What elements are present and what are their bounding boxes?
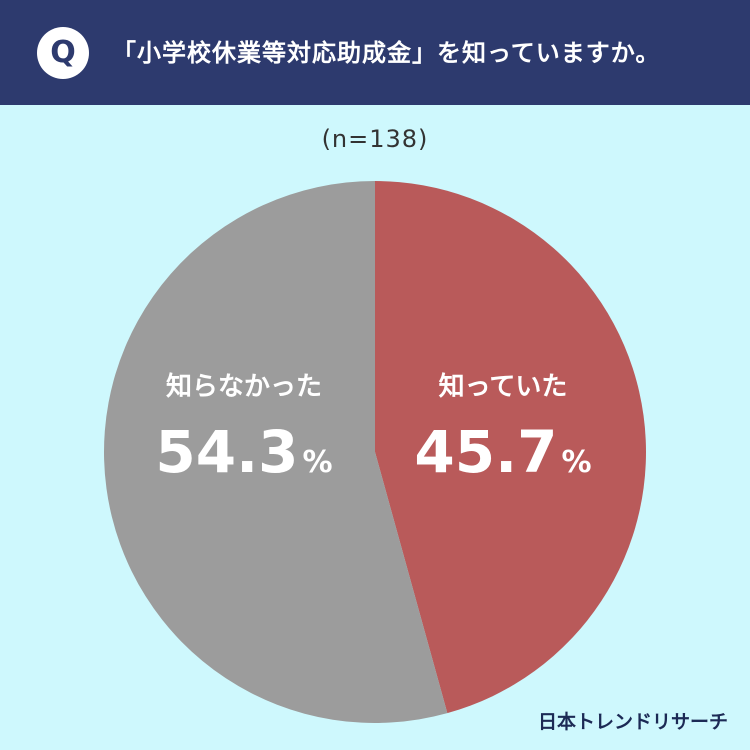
pie-slice-known bbox=[375, 181, 646, 714]
question-header: Q 「小学校休業等対応助成金」を知っていますか。 bbox=[0, 0, 750, 105]
slice-category-label: 知っていた bbox=[439, 372, 568, 402]
slice-percent-label: 45.7% bbox=[414, 418, 591, 486]
question-title: 「小学校休業等対応助成金」を知っていますか。 bbox=[112, 39, 661, 67]
pie-slices bbox=[103, 181, 646, 723]
question-badge: Q bbox=[37, 27, 89, 79]
slice-percent-label: 54.3% bbox=[155, 418, 332, 486]
pie-labels: 知っていた 45.7 % 知らなかった 54.3% bbox=[155, 372, 591, 486]
slice-category-label: 知らなかった bbox=[166, 372, 322, 402]
pie-slice-unknown bbox=[103, 181, 448, 723]
sample-size-label: (n=138) bbox=[321, 125, 429, 153]
brand-logo: 日本トレンドリサーチ bbox=[537, 711, 728, 733]
